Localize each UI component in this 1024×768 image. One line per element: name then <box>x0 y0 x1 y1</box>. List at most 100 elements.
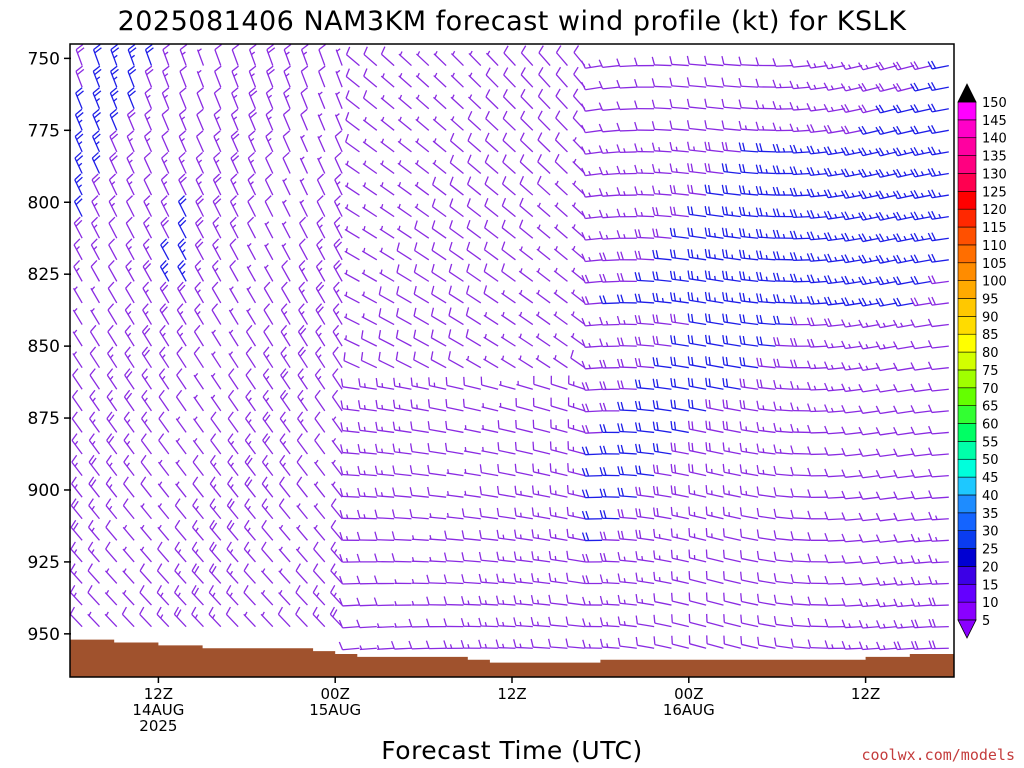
wind-barb <box>841 447 863 457</box>
wind-barb <box>634 229 655 239</box>
wind-barb <box>340 400 360 412</box>
wind-barb <box>532 463 551 477</box>
wind-barb <box>123 454 135 476</box>
wind-barb <box>228 351 239 369</box>
wind-barb <box>174 563 187 584</box>
wind-barb <box>378 351 395 369</box>
credit-text[interactable]: coolwx.com/models <box>861 746 1015 764</box>
wind-barb <box>518 246 534 261</box>
colorbar-tick-label: 80 <box>982 346 999 361</box>
wind-barb <box>74 108 84 131</box>
wind-barb <box>464 425 481 434</box>
wind-barb <box>195 173 205 196</box>
wind-barb <box>653 593 672 606</box>
wind-barb <box>408 640 429 650</box>
wind-barb <box>295 563 308 584</box>
colorbar-segment <box>957 155 977 174</box>
wind-barb <box>261 454 274 476</box>
wind-barb <box>652 335 672 347</box>
wind-barb <box>686 77 707 88</box>
wind-barb <box>160 173 170 196</box>
wind-barb <box>773 616 793 628</box>
wind-barb <box>807 510 828 520</box>
wind-barb <box>243 585 256 606</box>
wind-barb <box>773 573 793 585</box>
wind-barb <box>159 260 170 282</box>
wind-barb <box>928 404 949 414</box>
wind-barb <box>634 78 655 88</box>
wind-barb <box>497 442 516 455</box>
wind-barb <box>144 44 154 66</box>
wind-barb <box>123 411 135 433</box>
wind-barb <box>738 99 759 110</box>
wind-barb <box>461 574 481 585</box>
wind-barb <box>261 476 274 498</box>
wind-barb <box>892 297 915 307</box>
wind-barb <box>263 264 274 282</box>
wind-barb <box>178 151 187 174</box>
wind-barb <box>176 324 187 347</box>
wind-barb <box>893 448 915 457</box>
colorbar-tick-label: 55 <box>982 435 999 450</box>
wind-barb <box>141 346 153 369</box>
wind-barb <box>634 164 655 175</box>
x-tick-label: 12Z <box>497 685 526 703</box>
wind-barb <box>142 303 153 325</box>
wind-barb <box>581 124 603 134</box>
wind-barb <box>823 146 845 156</box>
wind-barb <box>739 528 759 541</box>
wind-barb <box>518 333 534 347</box>
wind-barb <box>807 381 828 391</box>
wind-barb <box>841 383 863 393</box>
wind-barb <box>109 87 119 109</box>
wind-barb <box>496 529 516 541</box>
colorbar-segment <box>957 262 977 281</box>
wind-barb <box>141 324 153 347</box>
wind-barb <box>722 313 741 326</box>
wind-barb <box>410 421 429 434</box>
wind-barb <box>161 87 170 109</box>
wind-barb <box>519 154 534 174</box>
colorbar-segment <box>957 351 977 371</box>
wind-barb <box>229 286 239 304</box>
wind-barb <box>194 260 205 282</box>
wind-barb <box>928 490 949 499</box>
wind-barb <box>652 292 672 304</box>
wind-barb <box>688 463 707 477</box>
wind-barb <box>344 204 360 218</box>
wind-barb <box>159 346 170 369</box>
wind-barb <box>687 141 707 153</box>
wind-barb <box>467 154 482 174</box>
wind-barb <box>635 615 655 628</box>
wind-barb <box>330 519 343 541</box>
wind-barb <box>789 209 811 219</box>
wind-barb <box>296 476 308 498</box>
wind-barb <box>431 242 447 261</box>
wind-barb <box>212 238 222 261</box>
wind-barb <box>617 401 637 412</box>
wind-barb <box>139 585 152 606</box>
wind-barb <box>144 65 154 88</box>
colorbar-tick-label: 135 <box>982 150 1007 165</box>
wind-barb <box>634 100 655 110</box>
wind-barb <box>502 110 516 131</box>
wind-barb <box>89 324 101 347</box>
wind-barb <box>393 377 412 390</box>
wind-barb <box>143 216 153 239</box>
wind-barb <box>243 519 256 541</box>
wind-barb <box>175 416 187 433</box>
wind-barb <box>468 50 482 67</box>
wind-barb <box>282 130 291 153</box>
colorbar-tick-label: 45 <box>982 471 999 486</box>
wind-barb <box>807 617 828 628</box>
wind-barb <box>196 87 205 109</box>
wind-barb <box>756 507 776 520</box>
wind-barb <box>315 346 326 369</box>
wind-barb <box>537 132 551 153</box>
wind-barb <box>688 528 707 541</box>
wind-barb <box>279 476 291 498</box>
wind-barb <box>124 368 135 390</box>
wind-barb <box>356 597 377 607</box>
wind-barb <box>738 228 759 239</box>
wind-barb <box>280 346 291 369</box>
